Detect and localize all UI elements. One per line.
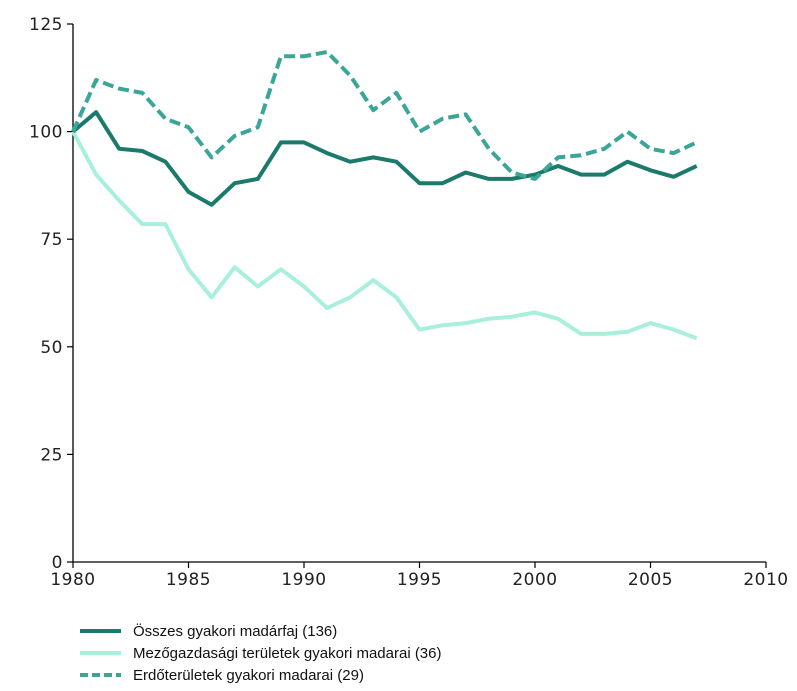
x-tick-label: 2010 — [743, 570, 788, 590]
series-line-farmland-birds — [71, 130, 698, 341]
x-tick-label: 1995 — [397, 570, 442, 590]
y-tick-group: 0 25 50 75 100 125 — [29, 15, 73, 573]
y-tick-label: 125 — [29, 15, 63, 35]
y-tick-label: 0 — [52, 553, 63, 573]
x-tick-group: 1980 1985 1990 1995 2000 2005 2010 — [50, 562, 788, 590]
y-tick-label: 25 — [40, 445, 63, 465]
x-tick-label: 2000 — [512, 570, 557, 590]
series-lines — [71, 50, 698, 341]
series-line-all-birds — [71, 110, 698, 207]
series-line-forest-birds — [71, 50, 698, 181]
legend: Összes gyakori madárfaj (136) Mezőgazdasá… — [80, 622, 442, 684]
y-tick-label: 100 — [29, 123, 63, 143]
x-tick-label: 1990 — [281, 570, 326, 590]
legend-label: Mezőgazdasági területek gyakori madarai … — [133, 645, 442, 662]
y-tick-label: 50 — [40, 338, 63, 358]
legend-label: Összes gyakori madárfaj (136) — [133, 622, 337, 640]
axes: 0 25 50 75 100 125 1980 1985 1990 1995 2000 2005 20… — [29, 15, 788, 590]
x-tick-label: 1985 — [166, 570, 211, 590]
y-tick-label: 75 — [40, 230, 63, 250]
x-tick-label: 2005 — [628, 570, 673, 590]
x-tick-label: 1980 — [50, 570, 95, 590]
legend-label: Erdőterületek gyakori madarai (29) — [133, 667, 364, 684]
